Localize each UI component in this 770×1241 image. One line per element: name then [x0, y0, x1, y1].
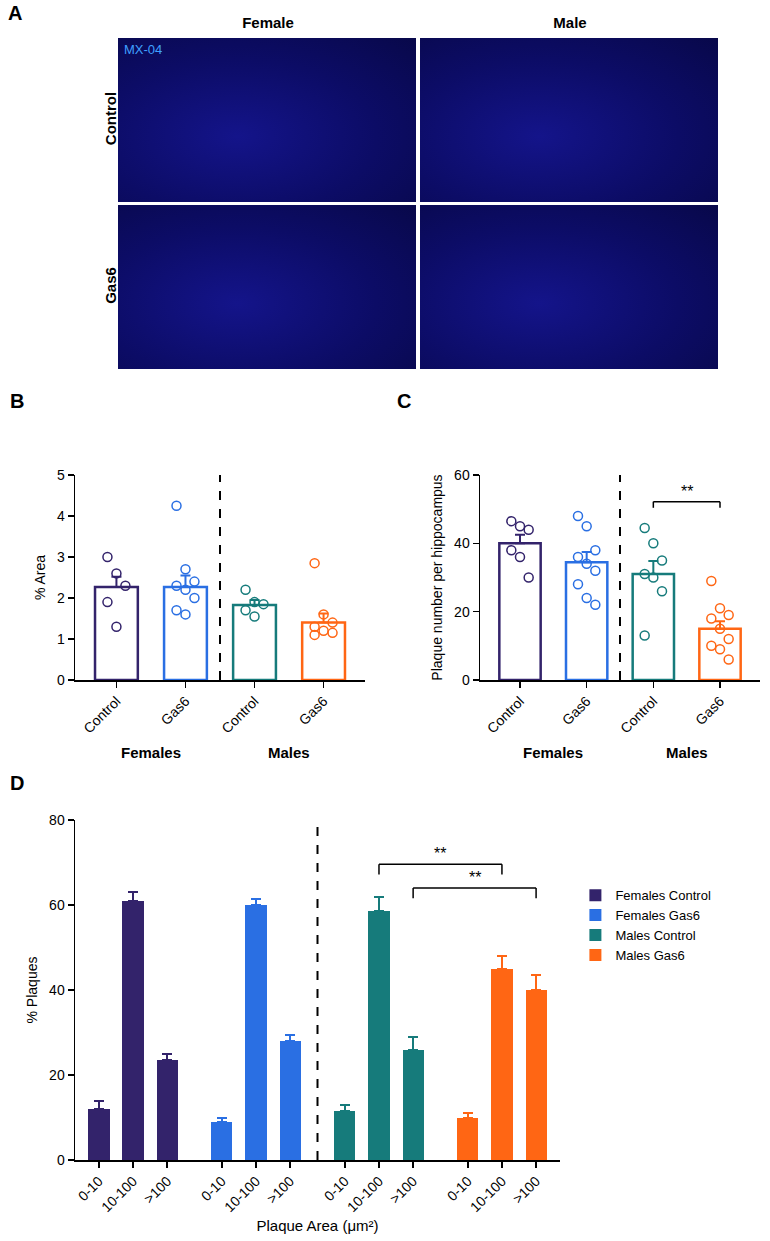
- svg-text:10-100: 10-100: [221, 1173, 263, 1215]
- svg-text:Males: Males: [268, 744, 310, 761]
- svg-text:Females: Females: [523, 744, 583, 761]
- html-text:Gas6: Gas6: [101, 267, 119, 304]
- svg-text:0-10: 0-10: [75, 1173, 106, 1204]
- svg-text:20: 20: [454, 604, 470, 620]
- svg-text:80: 80: [49, 812, 65, 828]
- html-text:Male: Male: [553, 14, 587, 31]
- svg-text:1: 1: [57, 631, 65, 647]
- svg-text:Control: Control: [617, 693, 660, 736]
- svg-text:10-100: 10-100: [98, 1173, 140, 1215]
- svg-text:B: B: [10, 390, 24, 412]
- svg-text:0: 0: [57, 672, 65, 688]
- svg-text:C: C: [397, 390, 411, 412]
- svg-text:Gas6: Gas6: [158, 693, 193, 728]
- svg-text:Males Control: Males Control: [615, 928, 695, 943]
- svg-text:**: **: [469, 869, 481, 886]
- html-text:Control: Control: [101, 91, 119, 146]
- svg-text:5: 5: [57, 467, 65, 483]
- svg-text:Gas6: Gas6: [296, 693, 331, 728]
- svg-text:Females: Females: [121, 744, 181, 761]
- svg-text:40: 40: [454, 535, 470, 551]
- svg-text:D: D: [10, 772, 24, 794]
- svg-text:**: **: [434, 845, 446, 862]
- svg-text:40: 40: [49, 982, 65, 998]
- svg-text:3: 3: [57, 549, 65, 565]
- svg-text:>100: >100: [510, 1173, 544, 1207]
- svg-text:**: **: [681, 483, 693, 500]
- svg-text:Females Control: Females Control: [615, 888, 710, 903]
- svg-text:Males Gas6: Males Gas6: [615, 948, 684, 963]
- svg-text:Control: Control: [218, 693, 261, 736]
- svg-text:% Plaques: % Plaques: [24, 957, 40, 1024]
- html-text:Female: Female: [242, 14, 294, 31]
- svg-text:>100: >100: [141, 1173, 175, 1207]
- svg-text:0-10: 0-10: [321, 1173, 352, 1204]
- svg-text:Plaque Area (μm²): Plaque Area (μm²): [256, 1217, 378, 1234]
- svg-text:60: 60: [454, 467, 470, 483]
- svg-text:10-100: 10-100: [344, 1173, 386, 1215]
- svg-text:>100: >100: [264, 1173, 298, 1207]
- svg-text:>100: >100: [387, 1173, 421, 1207]
- svg-text:Control: Control: [80, 693, 123, 736]
- svg-text:% Area: % Area: [32, 555, 48, 600]
- svg-text:0-10: 0-10: [198, 1173, 229, 1204]
- svg-text:0: 0: [57, 1152, 65, 1168]
- svg-text:2: 2: [57, 590, 65, 606]
- svg-text:Gas6: Gas6: [559, 693, 594, 728]
- svg-text:Gas6: Gas6: [692, 693, 727, 728]
- svg-text:20: 20: [49, 1067, 65, 1083]
- svg-text:60: 60: [49, 897, 65, 913]
- svg-text:4: 4: [57, 508, 65, 524]
- svg-text:0: 0: [462, 672, 470, 688]
- svg-text:10-100: 10-100: [467, 1173, 509, 1215]
- html-text:MX-04: MX-04: [124, 42, 163, 57]
- svg-text:0-10: 0-10: [444, 1173, 475, 1204]
- svg-text:Males: Males: [666, 744, 708, 761]
- svg-text:Plaque number per hippocampus: Plaque number per hippocampus: [429, 474, 445, 680]
- svg-text:Control: Control: [484, 693, 527, 736]
- svg-text:Females Gas6: Females Gas6: [615, 908, 700, 923]
- html-text:A: A: [8, 2, 23, 24]
